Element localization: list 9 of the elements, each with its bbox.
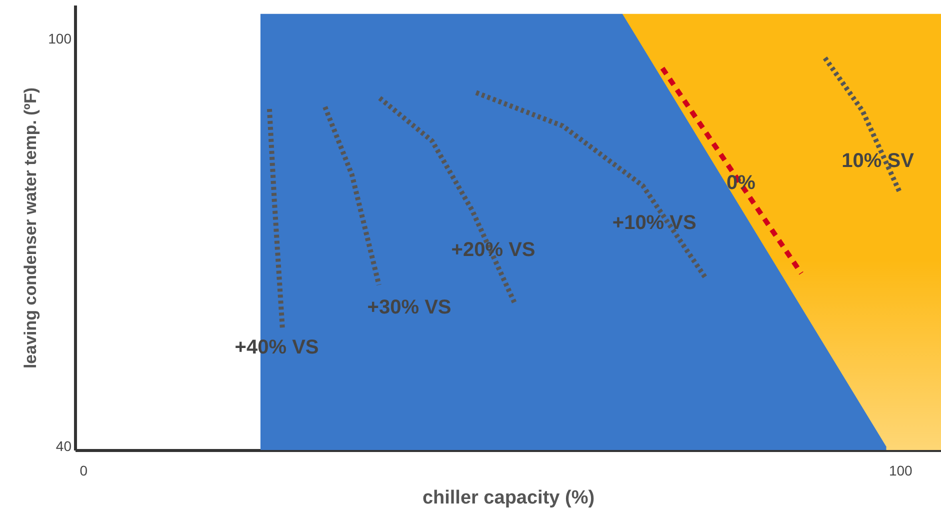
y-axis-title: leaving condenser water temp. (ºF)	[21, 87, 40, 369]
annotation: 0%	[726, 172, 756, 194]
annotation: +30% VS	[367, 296, 452, 319]
annotation: +20% VS	[451, 238, 536, 261]
x-axis-title: chiller capacity (%)	[422, 488, 595, 508]
y-tick-label: 40	[56, 438, 72, 454]
annotation: +10% VS	[612, 212, 696, 234]
annotation: 10% SV	[842, 150, 915, 172]
x-tick-label: 0	[80, 462, 88, 478]
